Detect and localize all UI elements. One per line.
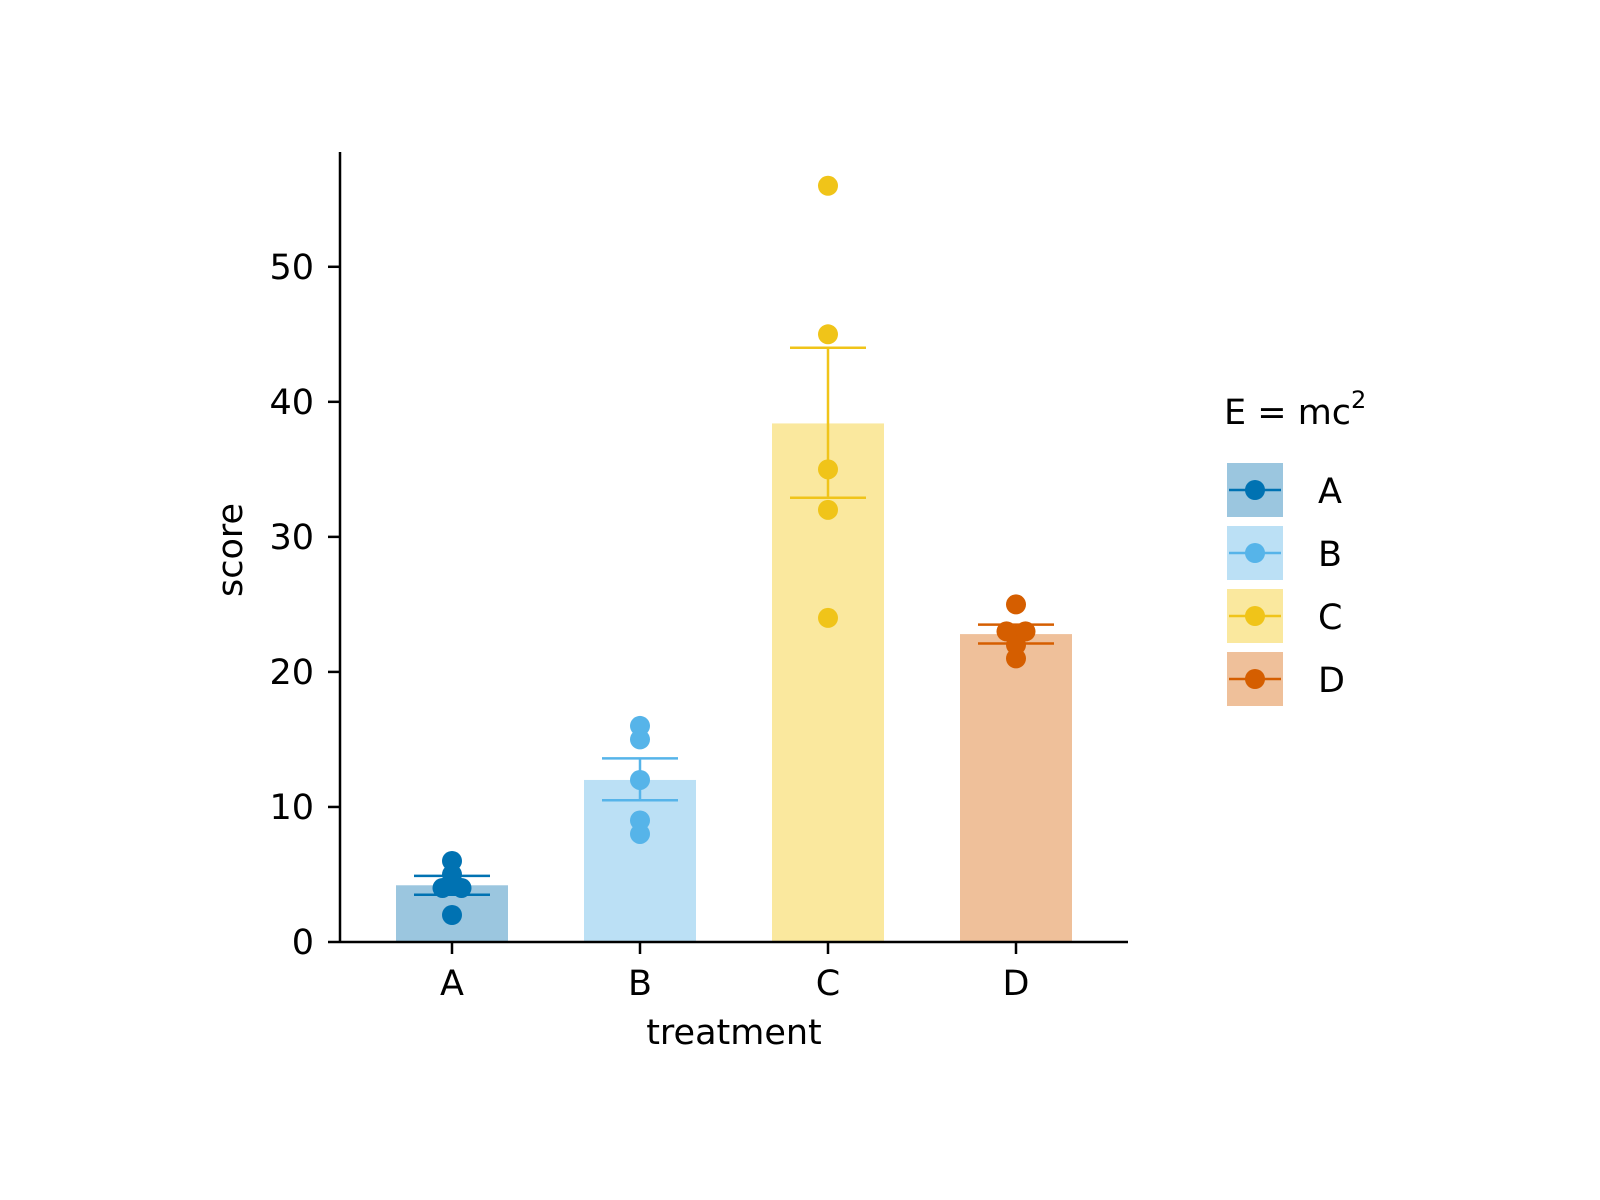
data-point-A — [442, 904, 462, 925]
x-axis-title: treatment — [646, 1013, 822, 1053]
x-tick-label: D — [1003, 964, 1030, 1004]
data-point-D — [996, 621, 1017, 642]
data-point-B — [630, 715, 650, 736]
legend-marker — [1245, 480, 1265, 500]
legend-entry-C: C — [1227, 589, 1342, 643]
bar-D — [960, 634, 1072, 942]
legend-entry-A: A — [1227, 463, 1342, 517]
legend-marker — [1245, 606, 1265, 626]
data-point-D — [1006, 594, 1026, 615]
legend-title-base: E = mc — [1224, 393, 1351, 433]
error-bars-layer — [414, 346, 1054, 896]
legend-label: D — [1318, 661, 1345, 701]
data-point-C — [818, 175, 838, 196]
x-tick-label: B — [628, 964, 652, 1004]
data-point-C — [818, 499, 838, 520]
x-tick-label: C — [816, 964, 840, 1004]
legend-entry-B: B — [1227, 526, 1342, 580]
data-point-C — [818, 459, 838, 480]
legend-label: B — [1318, 535, 1342, 575]
y-tick-label: 20 — [269, 653, 314, 693]
bars-layer — [396, 423, 1072, 942]
y-tick-label: 0 — [292, 923, 314, 963]
legend-title-superscript: 2 — [1351, 386, 1366, 414]
data-point-C — [818, 607, 838, 628]
data-point-C — [818, 324, 838, 345]
legend-entry-D: D — [1227, 652, 1345, 706]
y-axis-title: score — [211, 503, 251, 597]
data-point-D — [1015, 621, 1036, 642]
y-tick-label: 40 — [269, 383, 314, 423]
x-ticks-layer: A B C D — [440, 942, 1029, 1004]
bar-B — [584, 779, 696, 942]
x-tick-label: A — [440, 964, 464, 1004]
data-point-B — [630, 769, 650, 790]
legend-marker — [1245, 669, 1265, 689]
legend-title: E = mc2 — [1224, 386, 1366, 433]
y-tick-label: 10 — [269, 788, 314, 828]
axes-layer — [338, 152, 1128, 944]
points-layer — [432, 175, 1036, 925]
y-ticks-layer: 0 10 20 30 40 50 — [269, 248, 340, 963]
y-tick-label: 30 — [269, 518, 314, 558]
legend-label: A — [1318, 472, 1342, 512]
y-tick-label: 50 — [269, 248, 314, 288]
legend-marker — [1245, 543, 1265, 563]
legend-label: C — [1318, 598, 1342, 638]
data-point-A — [442, 850, 462, 871]
data-point-B — [630, 810, 650, 831]
